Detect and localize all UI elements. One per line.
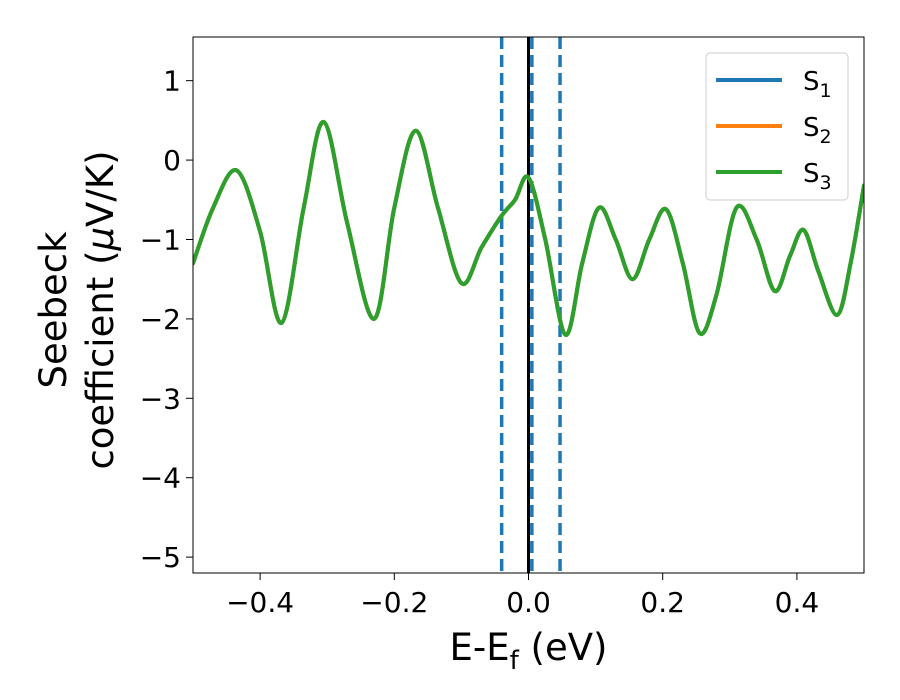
y-tick-label: −4 [140,462,181,495]
y-axis-label: Seebeck coefficient (μV/K) [32,150,122,469]
series-line-s3 [193,119,864,337]
y-tick-label: −3 [140,382,181,415]
x-tick-label: 0.4 [775,586,820,619]
x-tick-label: −0.2 [360,586,428,619]
series-lines [193,119,864,337]
legend-label-s3: S3 [803,159,832,194]
x-tick-label: 0.0 [506,586,551,619]
y-axis-ticks: 1 0 −1 −2 −3 −4 −5 [140,65,193,574]
y-axis-label-line2: coefficient (μV/K) [79,150,122,469]
legend-label-s1: S1 [803,67,832,102]
vertical-markers [499,37,562,573]
y-axis-label-line1: Seebeck [32,231,75,389]
y-tick-label: −5 [140,541,181,574]
y-tick-label: 1 [163,65,181,98]
legend: S1 S2 S3 [705,52,849,201]
y-tick-label: −1 [140,223,181,256]
y-tick-label: −2 [140,303,181,336]
legend-label-s2: S2 [803,113,832,148]
x-axis-ticks: −0.4 −0.2 0.0 0.2 0.4 [226,573,819,619]
x-axis-label: E-Ef (eV) [450,626,608,676]
y-tick-label: 0 [163,144,181,177]
x-tick-label: −0.4 [226,586,294,619]
x-tick-label: 0.2 [640,586,685,619]
